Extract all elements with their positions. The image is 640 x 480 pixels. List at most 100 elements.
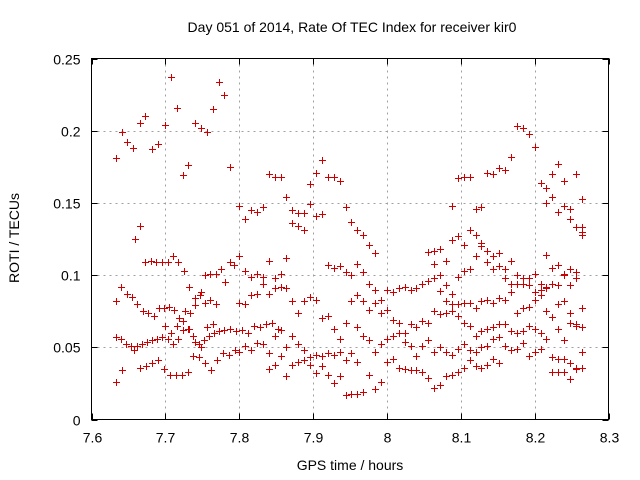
data-point — [208, 367, 215, 374]
data-point — [467, 174, 474, 181]
y-tick-label: 0.1 — [61, 268, 81, 284]
data-point — [372, 349, 379, 356]
data-point — [567, 360, 574, 367]
x-axis-label: GPS time / hours — [297, 457, 404, 473]
data-point — [202, 360, 209, 367]
data-point — [508, 328, 515, 335]
data-point — [162, 122, 169, 129]
data-point — [173, 372, 180, 379]
data-point — [145, 310, 152, 317]
data-point — [455, 313, 462, 320]
data-point — [437, 344, 444, 351]
data-point — [132, 236, 139, 243]
data-point — [144, 339, 151, 346]
data-point — [278, 271, 285, 278]
data-point — [348, 391, 355, 398]
data-point — [549, 314, 556, 321]
data-point — [372, 386, 379, 393]
data-point — [567, 376, 574, 383]
data-point — [266, 291, 273, 298]
data-point — [573, 269, 580, 276]
data-point — [343, 269, 350, 276]
data-point — [140, 308, 147, 315]
data-point — [354, 292, 361, 299]
data-point — [543, 200, 550, 207]
data-point — [360, 298, 367, 305]
data-point — [496, 321, 503, 328]
data-point — [289, 333, 296, 340]
data-point — [343, 357, 350, 364]
data-point — [579, 196, 586, 203]
data-point — [124, 291, 131, 298]
data-point — [425, 320, 432, 327]
data-point — [129, 294, 136, 301]
data-point — [366, 281, 373, 288]
data-point — [461, 341, 468, 348]
data-point — [419, 369, 426, 376]
data-point — [180, 318, 187, 325]
data-point — [154, 336, 161, 343]
data-point — [222, 279, 229, 286]
data-point — [360, 389, 367, 396]
data-point — [139, 341, 146, 348]
data-point — [496, 295, 503, 302]
data-point — [384, 307, 391, 314]
data-point — [216, 328, 223, 335]
data-point — [538, 281, 545, 288]
data-point — [162, 323, 169, 330]
data-point — [137, 120, 144, 127]
data-point — [461, 242, 468, 249]
data-point — [153, 259, 160, 266]
data-point — [378, 310, 385, 317]
data-point — [443, 349, 450, 356]
data-point — [231, 262, 238, 269]
data-point — [508, 347, 515, 354]
data-point — [283, 194, 290, 201]
data-point — [151, 313, 158, 320]
data-point — [508, 281, 515, 288]
data-point — [555, 369, 562, 376]
data-point — [443, 298, 450, 305]
data-point — [408, 287, 415, 294]
data-point — [343, 320, 350, 327]
data-point — [155, 141, 162, 148]
data-point — [561, 337, 568, 344]
data-point — [272, 285, 279, 292]
data-point — [119, 129, 126, 136]
data-point — [260, 341, 267, 348]
data-point — [207, 271, 214, 278]
data-point — [567, 216, 574, 223]
data-point — [161, 366, 168, 373]
data-point — [520, 275, 527, 282]
data-point — [467, 347, 474, 354]
data-point — [167, 372, 174, 379]
data-point — [278, 353, 285, 360]
data-point — [301, 347, 308, 354]
data-point — [159, 334, 166, 341]
data-point — [142, 259, 149, 266]
data-point — [461, 174, 468, 181]
data-point — [532, 289, 539, 296]
data-point — [190, 353, 197, 360]
data-point — [220, 350, 227, 357]
data-point — [549, 369, 556, 376]
data-point — [174, 105, 181, 112]
data-point — [478, 298, 485, 305]
data-point — [508, 289, 515, 296]
data-point — [437, 311, 444, 318]
data-point — [204, 324, 211, 331]
data-point — [490, 171, 497, 178]
data-point — [319, 211, 326, 218]
data-point — [579, 349, 586, 356]
data-point — [496, 165, 503, 172]
data-point — [449, 301, 456, 308]
data-point — [573, 224, 580, 231]
data-point — [431, 385, 438, 392]
data-point — [473, 206, 480, 213]
data-point — [360, 333, 367, 340]
data-point — [526, 304, 533, 311]
data-point — [378, 341, 385, 348]
data-point — [201, 337, 208, 344]
data-point — [354, 227, 361, 234]
data-point — [137, 223, 144, 230]
